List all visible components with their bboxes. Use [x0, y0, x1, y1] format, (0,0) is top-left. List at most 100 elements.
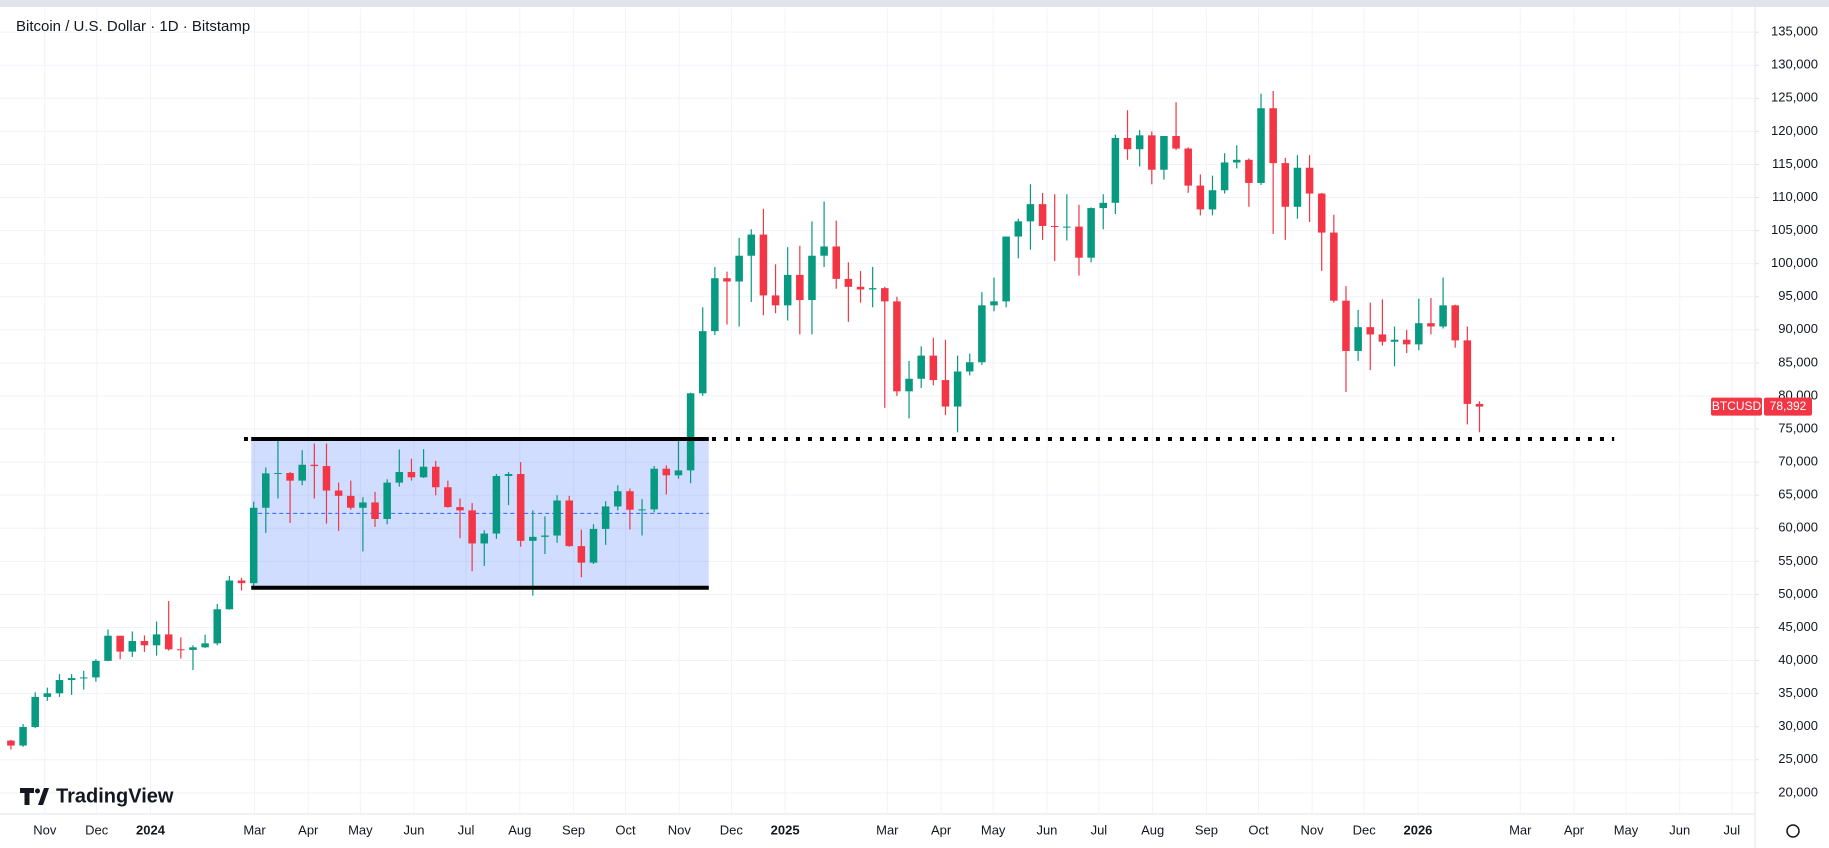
candle-body: [759, 234, 768, 296]
candle-body: [978, 305, 986, 363]
candle-body: [1196, 185, 1205, 210]
x-tick-label: Mar: [243, 822, 266, 837]
candle-body: [310, 464, 319, 467]
y-tick-label: 75,000: [1778, 420, 1818, 435]
candle-body: [1317, 193, 1326, 233]
candle-body: [808, 255, 816, 301]
candle-body: [1063, 226, 1071, 228]
logo-text: TradingView: [56, 785, 174, 807]
symbol-tag-text: BTCUSD: [1712, 399, 1762, 413]
y-tick-label: 100,000: [1771, 255, 1818, 270]
candle-body: [1075, 226, 1083, 258]
candle-body: [67, 678, 76, 681]
candle-body: [225, 580, 234, 610]
y-tick-label: 85,000: [1778, 354, 1818, 369]
candle-body: [1439, 305, 1447, 327]
candle-body: [346, 495, 355, 508]
candle-body: [431, 466, 440, 488]
candle-body: [1390, 339, 1399, 342]
y-tick-label: 70,000: [1778, 454, 1818, 469]
x-tick-label: Apr: [1564, 822, 1585, 837]
x-tick-label: Apr: [931, 822, 952, 837]
candle-body: [383, 482, 391, 519]
candle-body: [832, 246, 840, 279]
logo-icon: [20, 788, 49, 805]
candle-body: [601, 506, 610, 529]
candle-body: [1038, 204, 1047, 226]
candle-body: [1427, 323, 1435, 327]
y-tick-label: 35,000: [1778, 685, 1818, 700]
candle-body: [626, 491, 634, 510]
candle-body: [1026, 204, 1035, 222]
candle-body: [468, 510, 476, 544]
candle-body: [504, 474, 513, 476]
candle-body: [79, 677, 88, 679]
candle-body: [844, 278, 853, 287]
last-price-tag: [1764, 397, 1812, 416]
candle-body: [1002, 236, 1010, 302]
candle-body: [614, 491, 622, 507]
candle-body: [1232, 159, 1241, 163]
candle-body: [164, 634, 173, 650]
y-tick-label: 135,000: [1771, 24, 1818, 39]
candle-body: [577, 546, 586, 563]
y-tick-label: 115,000: [1772, 156, 1818, 171]
candle-body: [565, 500, 573, 547]
candle-body: [698, 331, 707, 394]
candle-body: [249, 507, 258, 584]
candle-body: [747, 234, 756, 256]
candle-body: [92, 660, 100, 678]
candle-body: [1160, 136, 1168, 170]
candle-body: [723, 278, 731, 282]
x-tick-label: Jun: [1036, 822, 1057, 837]
x-tick-label: Jun: [1669, 822, 1690, 837]
candle-body: [711, 278, 719, 332]
settings-icon[interactable]: [1786, 824, 1800, 838]
candle-body: [650, 468, 658, 510]
candle-body: [371, 502, 379, 519]
candle-body: [929, 355, 938, 381]
candle-body: [516, 474, 525, 541]
candle-body: [116, 635, 124, 652]
last-price-text: 78,392: [1770, 399, 1807, 413]
candle-body: [1245, 159, 1253, 183]
y-tick-label: 90,000: [1778, 321, 1818, 336]
candle-body: [31, 696, 39, 728]
candle-body: [1014, 221, 1023, 237]
y-tick-label: 120,000: [1771, 123, 1818, 138]
x-tick-label: 2026: [1403, 822, 1432, 837]
symbol-tag: [1711, 397, 1762, 416]
y-tick-label: 65,000: [1778, 487, 1818, 502]
chart-title: Bitcoin / U.S. Dollar · 1D · Bitstamp: [16, 18, 250, 35]
candle-body: [480, 533, 489, 544]
candle-body: [189, 647, 197, 650]
candle-body: [19, 727, 27, 746]
candle-body: [1172, 136, 1180, 149]
x-tick-label: Dec: [1353, 822, 1377, 837]
candle-body: [1293, 167, 1302, 207]
candle-body: [1451, 305, 1459, 341]
x-tick-label: Aug: [508, 822, 531, 837]
candle-body: [796, 274, 804, 301]
candle-body: [905, 378, 913, 392]
candle-body: [820, 246, 828, 256]
candle-body: [456, 507, 464, 511]
candle-body: [1463, 340, 1472, 404]
y-tick-label: 55,000: [1778, 553, 1818, 568]
candle-body: [43, 693, 52, 697]
x-tick-label: Mar: [876, 822, 899, 837]
candle-body: [1281, 163, 1290, 207]
candle-body: [128, 641, 137, 652]
x-tick-label: May: [981, 822, 1006, 837]
candle-body: [322, 466, 331, 491]
candle-body: [140, 641, 149, 646]
candle-body: [274, 473, 282, 475]
candle-body: [856, 286, 865, 290]
candle-body: [152, 634, 161, 646]
x-tick-label: Aug: [1141, 822, 1164, 837]
candle-body: [7, 740, 15, 746]
logo-dot: [35, 788, 40, 794]
candle-body: [662, 468, 671, 476]
